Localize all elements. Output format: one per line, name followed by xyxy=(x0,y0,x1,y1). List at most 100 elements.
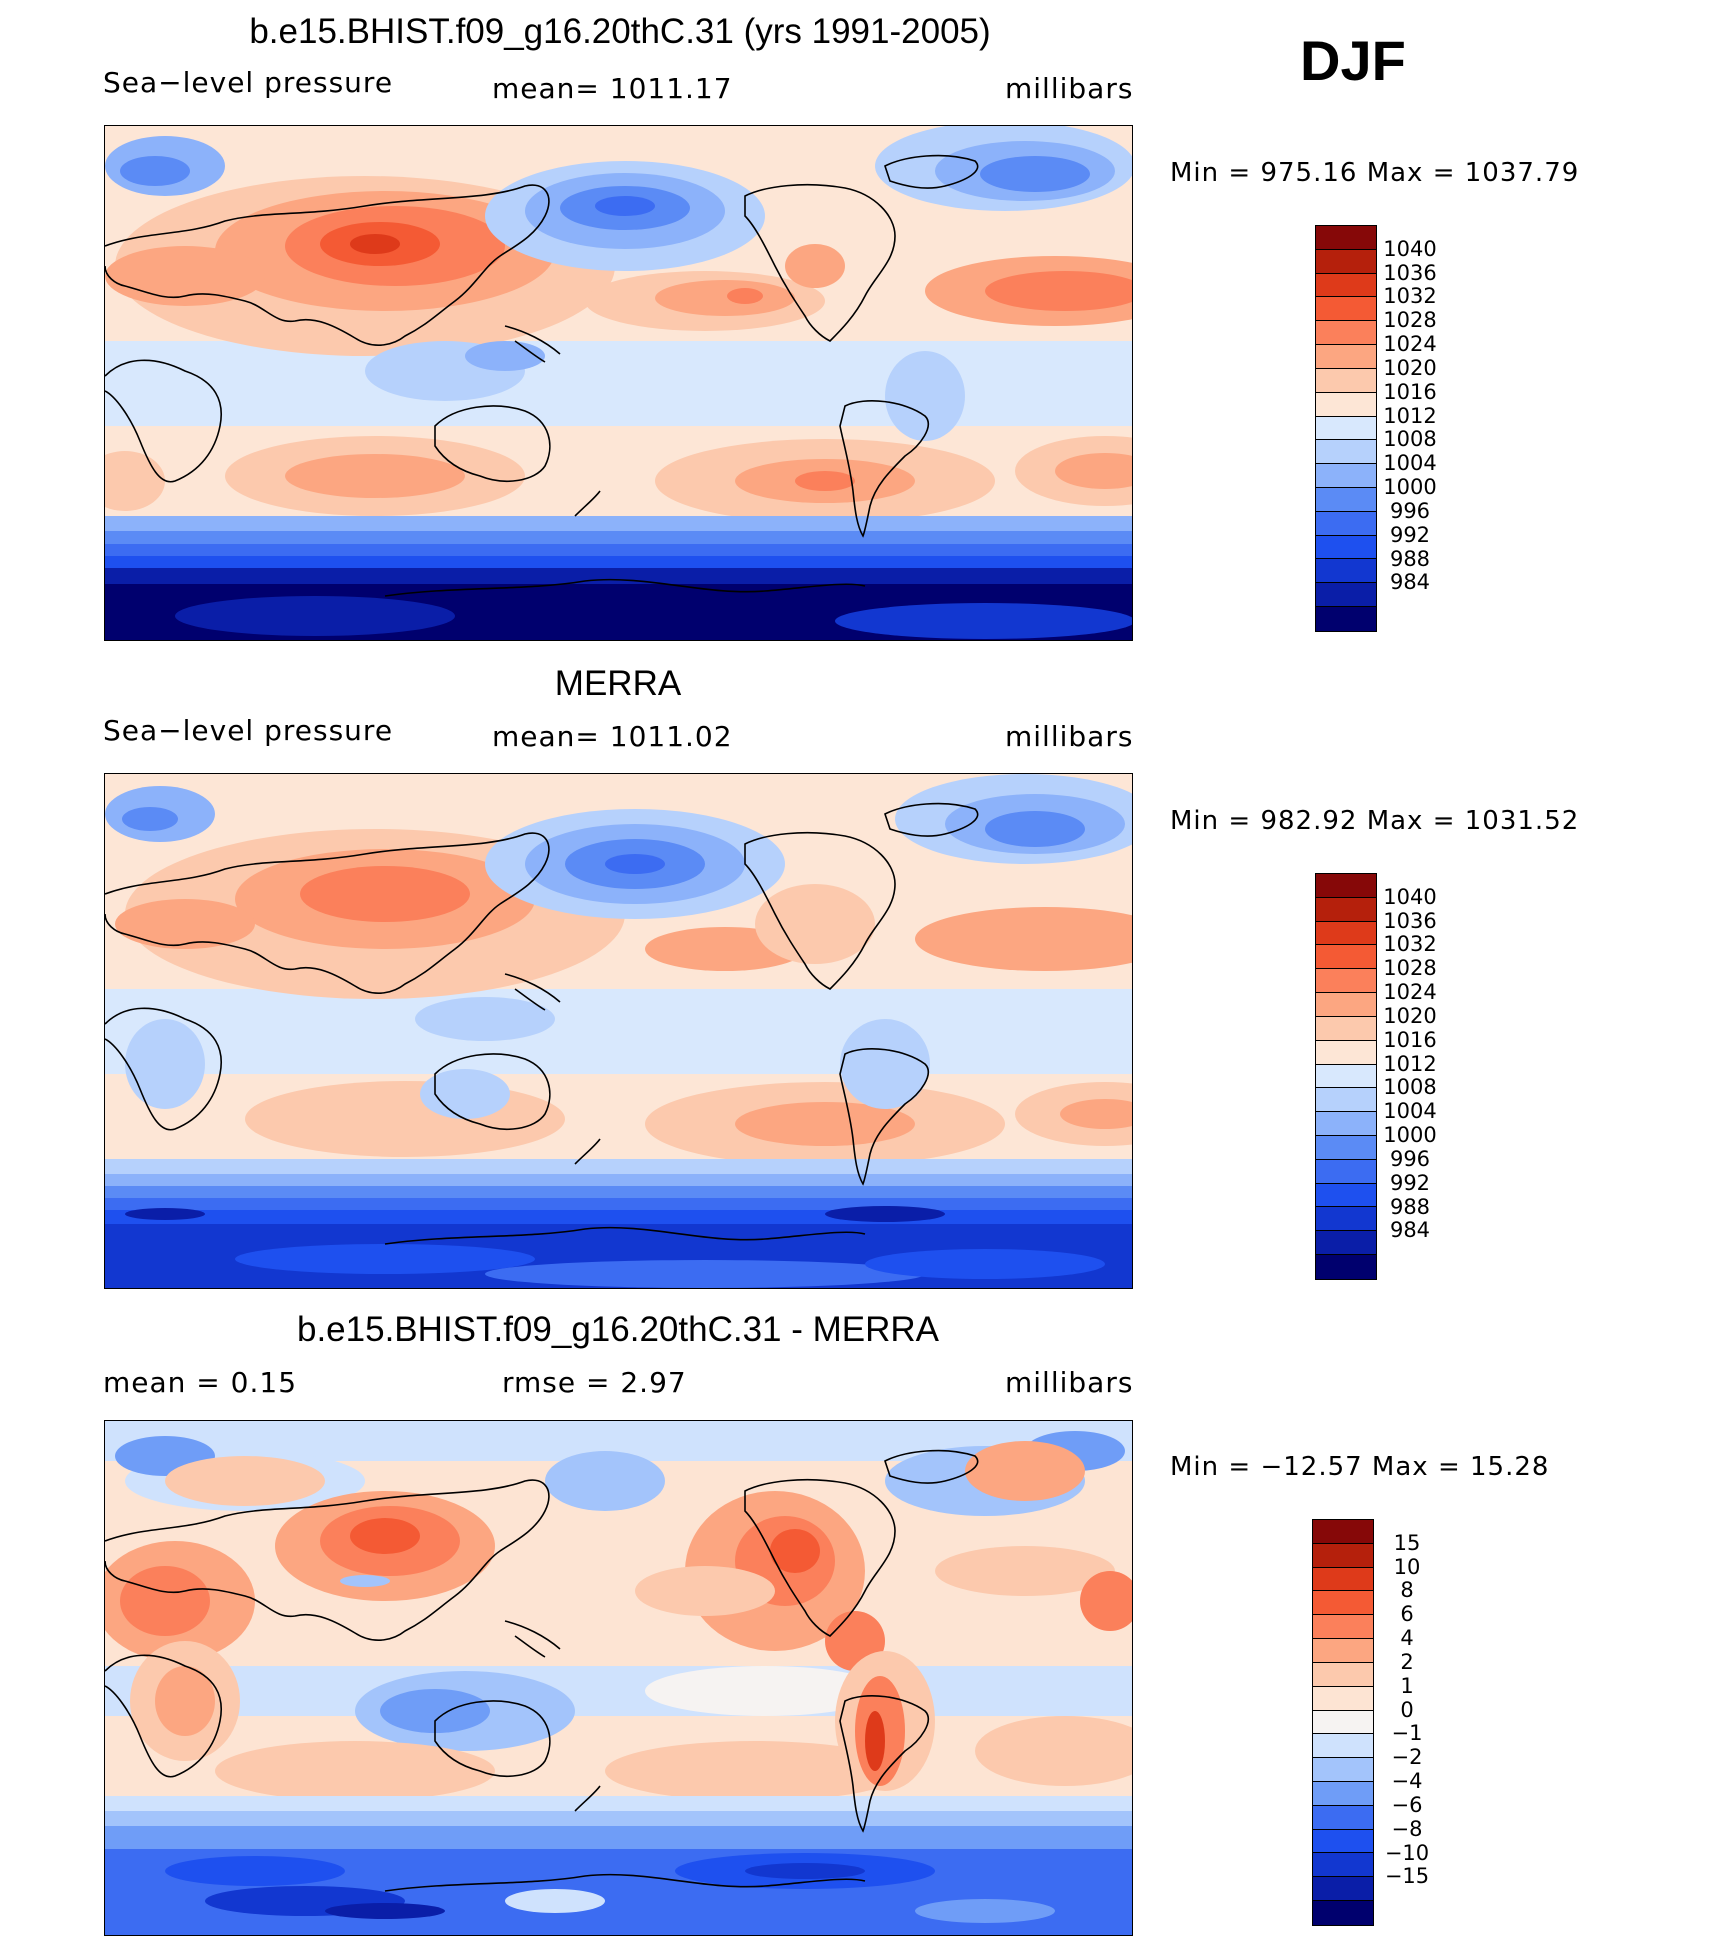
colorbar-label: 1028 xyxy=(1383,956,1437,981)
colorbar-label: 1000 xyxy=(1383,475,1437,500)
colorbar-box xyxy=(1316,1088,1376,1113)
colorbar-label: 1008 xyxy=(1383,1075,1437,1100)
colorbar-label: 1020 xyxy=(1383,1003,1437,1028)
colorbar-box xyxy=(1316,392,1376,417)
colorbar-box xyxy=(1316,874,1376,898)
map-svg xyxy=(105,126,1132,640)
colorbar-label: 1032 xyxy=(1383,932,1437,957)
colorbar-label: 992 xyxy=(1389,522,1431,547)
colorbar-box xyxy=(1313,1520,1373,1544)
colorbar xyxy=(1312,1519,1374,1926)
colorbar-box xyxy=(1316,535,1376,560)
colorbar-box xyxy=(1316,897,1376,922)
colorbar-box xyxy=(1316,226,1376,250)
colorbar-box xyxy=(1313,1686,1373,1711)
colorbar-box xyxy=(1316,416,1376,441)
colorbar-box xyxy=(1316,1207,1376,1232)
colorbar-label: 2 xyxy=(1400,1649,1414,1674)
colorbar xyxy=(1315,225,1377,632)
colorbar-label: 996 xyxy=(1389,1146,1431,1171)
map-svg xyxy=(105,1421,1132,1935)
colorbar-label: 1016 xyxy=(1383,379,1437,404)
colorbar-box xyxy=(1316,583,1376,607)
colorbar-label: −6 xyxy=(1391,1792,1423,1817)
colorbar-box xyxy=(1316,1255,1376,1279)
rmse-label: rmse = 2.97 xyxy=(502,1366,687,1399)
min-max-label: Min = 982.92 Max = 1031.52 xyxy=(1170,806,1580,836)
colorbar-label: 1012 xyxy=(1383,1051,1437,1076)
colorbar-label: 6 xyxy=(1400,1602,1414,1627)
colorbar-box xyxy=(1313,1829,1373,1854)
panel-title: MERRA xyxy=(554,664,682,703)
colorbar-box xyxy=(1316,1231,1376,1255)
colorbar-label: −8 xyxy=(1391,1816,1423,1841)
colorbar-label: 10 xyxy=(1393,1554,1421,1579)
colorbar-box xyxy=(1316,1112,1376,1136)
colorbar-box xyxy=(1316,1064,1376,1089)
colorbar-label: 984 xyxy=(1389,570,1431,595)
colorbar-box xyxy=(1316,511,1376,536)
colorbar-box xyxy=(1316,559,1376,584)
colorbar-label: 1028 xyxy=(1383,308,1437,333)
colorbar-box xyxy=(1316,1183,1376,1208)
units-label: millibars xyxy=(1005,720,1134,753)
colorbar-label: 1036 xyxy=(1383,908,1437,933)
colorbar-box xyxy=(1316,969,1376,994)
colorbar-box xyxy=(1316,1159,1376,1184)
colorbar-box xyxy=(1313,1877,1373,1901)
mean-label: mean= 1011.17 xyxy=(492,72,733,105)
colorbar-box xyxy=(1316,249,1376,274)
colorbar-label: 1024 xyxy=(1383,332,1437,357)
panel-title: b.e15.BHIST.f09_g16.20thC.31 (yrs 1991-2… xyxy=(249,12,991,51)
colorbar-box xyxy=(1316,297,1376,322)
colorbar-label: −4 xyxy=(1391,1769,1423,1794)
colorbar-label: 1 xyxy=(1400,1673,1414,1698)
season-label: DJF xyxy=(1300,29,1406,92)
colorbar-label: 992 xyxy=(1389,1170,1431,1195)
colorbar-label: 988 xyxy=(1389,546,1431,571)
colorbar-label: −15 xyxy=(1384,1864,1430,1889)
colorbar-box xyxy=(1316,368,1376,393)
map-plot xyxy=(104,1420,1133,1936)
colorbar-label: 15 xyxy=(1393,1530,1421,1555)
colorbar-box xyxy=(1316,1135,1376,1160)
colorbar-label: 8 xyxy=(1400,1578,1414,1603)
colorbar-box xyxy=(1313,1853,1373,1878)
colorbar-box xyxy=(1313,1781,1373,1806)
colorbar-box xyxy=(1316,607,1376,631)
colorbar-box xyxy=(1316,440,1376,465)
map-plot xyxy=(104,125,1133,641)
colorbar-box xyxy=(1313,1805,1373,1830)
colorbar-label: 1004 xyxy=(1383,451,1437,476)
colorbar-box xyxy=(1316,1040,1376,1065)
colorbar-label: −2 xyxy=(1391,1745,1423,1770)
field-label: Sea−level pressure xyxy=(103,66,394,99)
colorbar-box xyxy=(1313,1901,1373,1925)
colorbar-box xyxy=(1316,273,1376,298)
colorbar-box xyxy=(1316,345,1376,369)
colorbar-label: 1032 xyxy=(1383,284,1437,309)
colorbar-box xyxy=(1316,321,1376,346)
colorbar-label: 4 xyxy=(1400,1626,1414,1651)
colorbar-label: −1 xyxy=(1391,1721,1423,1746)
colorbar-box xyxy=(1316,464,1376,488)
colorbar-box xyxy=(1313,1591,1373,1616)
colorbar-box xyxy=(1316,993,1376,1017)
colorbar-label: 1016 xyxy=(1383,1027,1437,1052)
colorbar-label: 1020 xyxy=(1383,355,1437,380)
colorbar-label: 996 xyxy=(1389,498,1431,523)
colorbar xyxy=(1315,873,1377,1280)
colorbar-box xyxy=(1316,921,1376,946)
colorbar-label: 1008 xyxy=(1383,427,1437,452)
colorbar-label: 1036 xyxy=(1383,260,1437,285)
colorbar-label: 988 xyxy=(1389,1194,1431,1219)
colorbar-label: 1040 xyxy=(1383,884,1437,909)
colorbar-box xyxy=(1313,1639,1373,1663)
colorbar-label: 1000 xyxy=(1383,1123,1437,1148)
field-label: Sea−level pressure xyxy=(103,714,394,747)
colorbar-box xyxy=(1313,1662,1373,1687)
map-plot xyxy=(104,773,1133,1289)
colorbar-label: 984 xyxy=(1389,1218,1431,1243)
colorbar-box xyxy=(1316,945,1376,970)
colorbar-box xyxy=(1313,1758,1373,1782)
